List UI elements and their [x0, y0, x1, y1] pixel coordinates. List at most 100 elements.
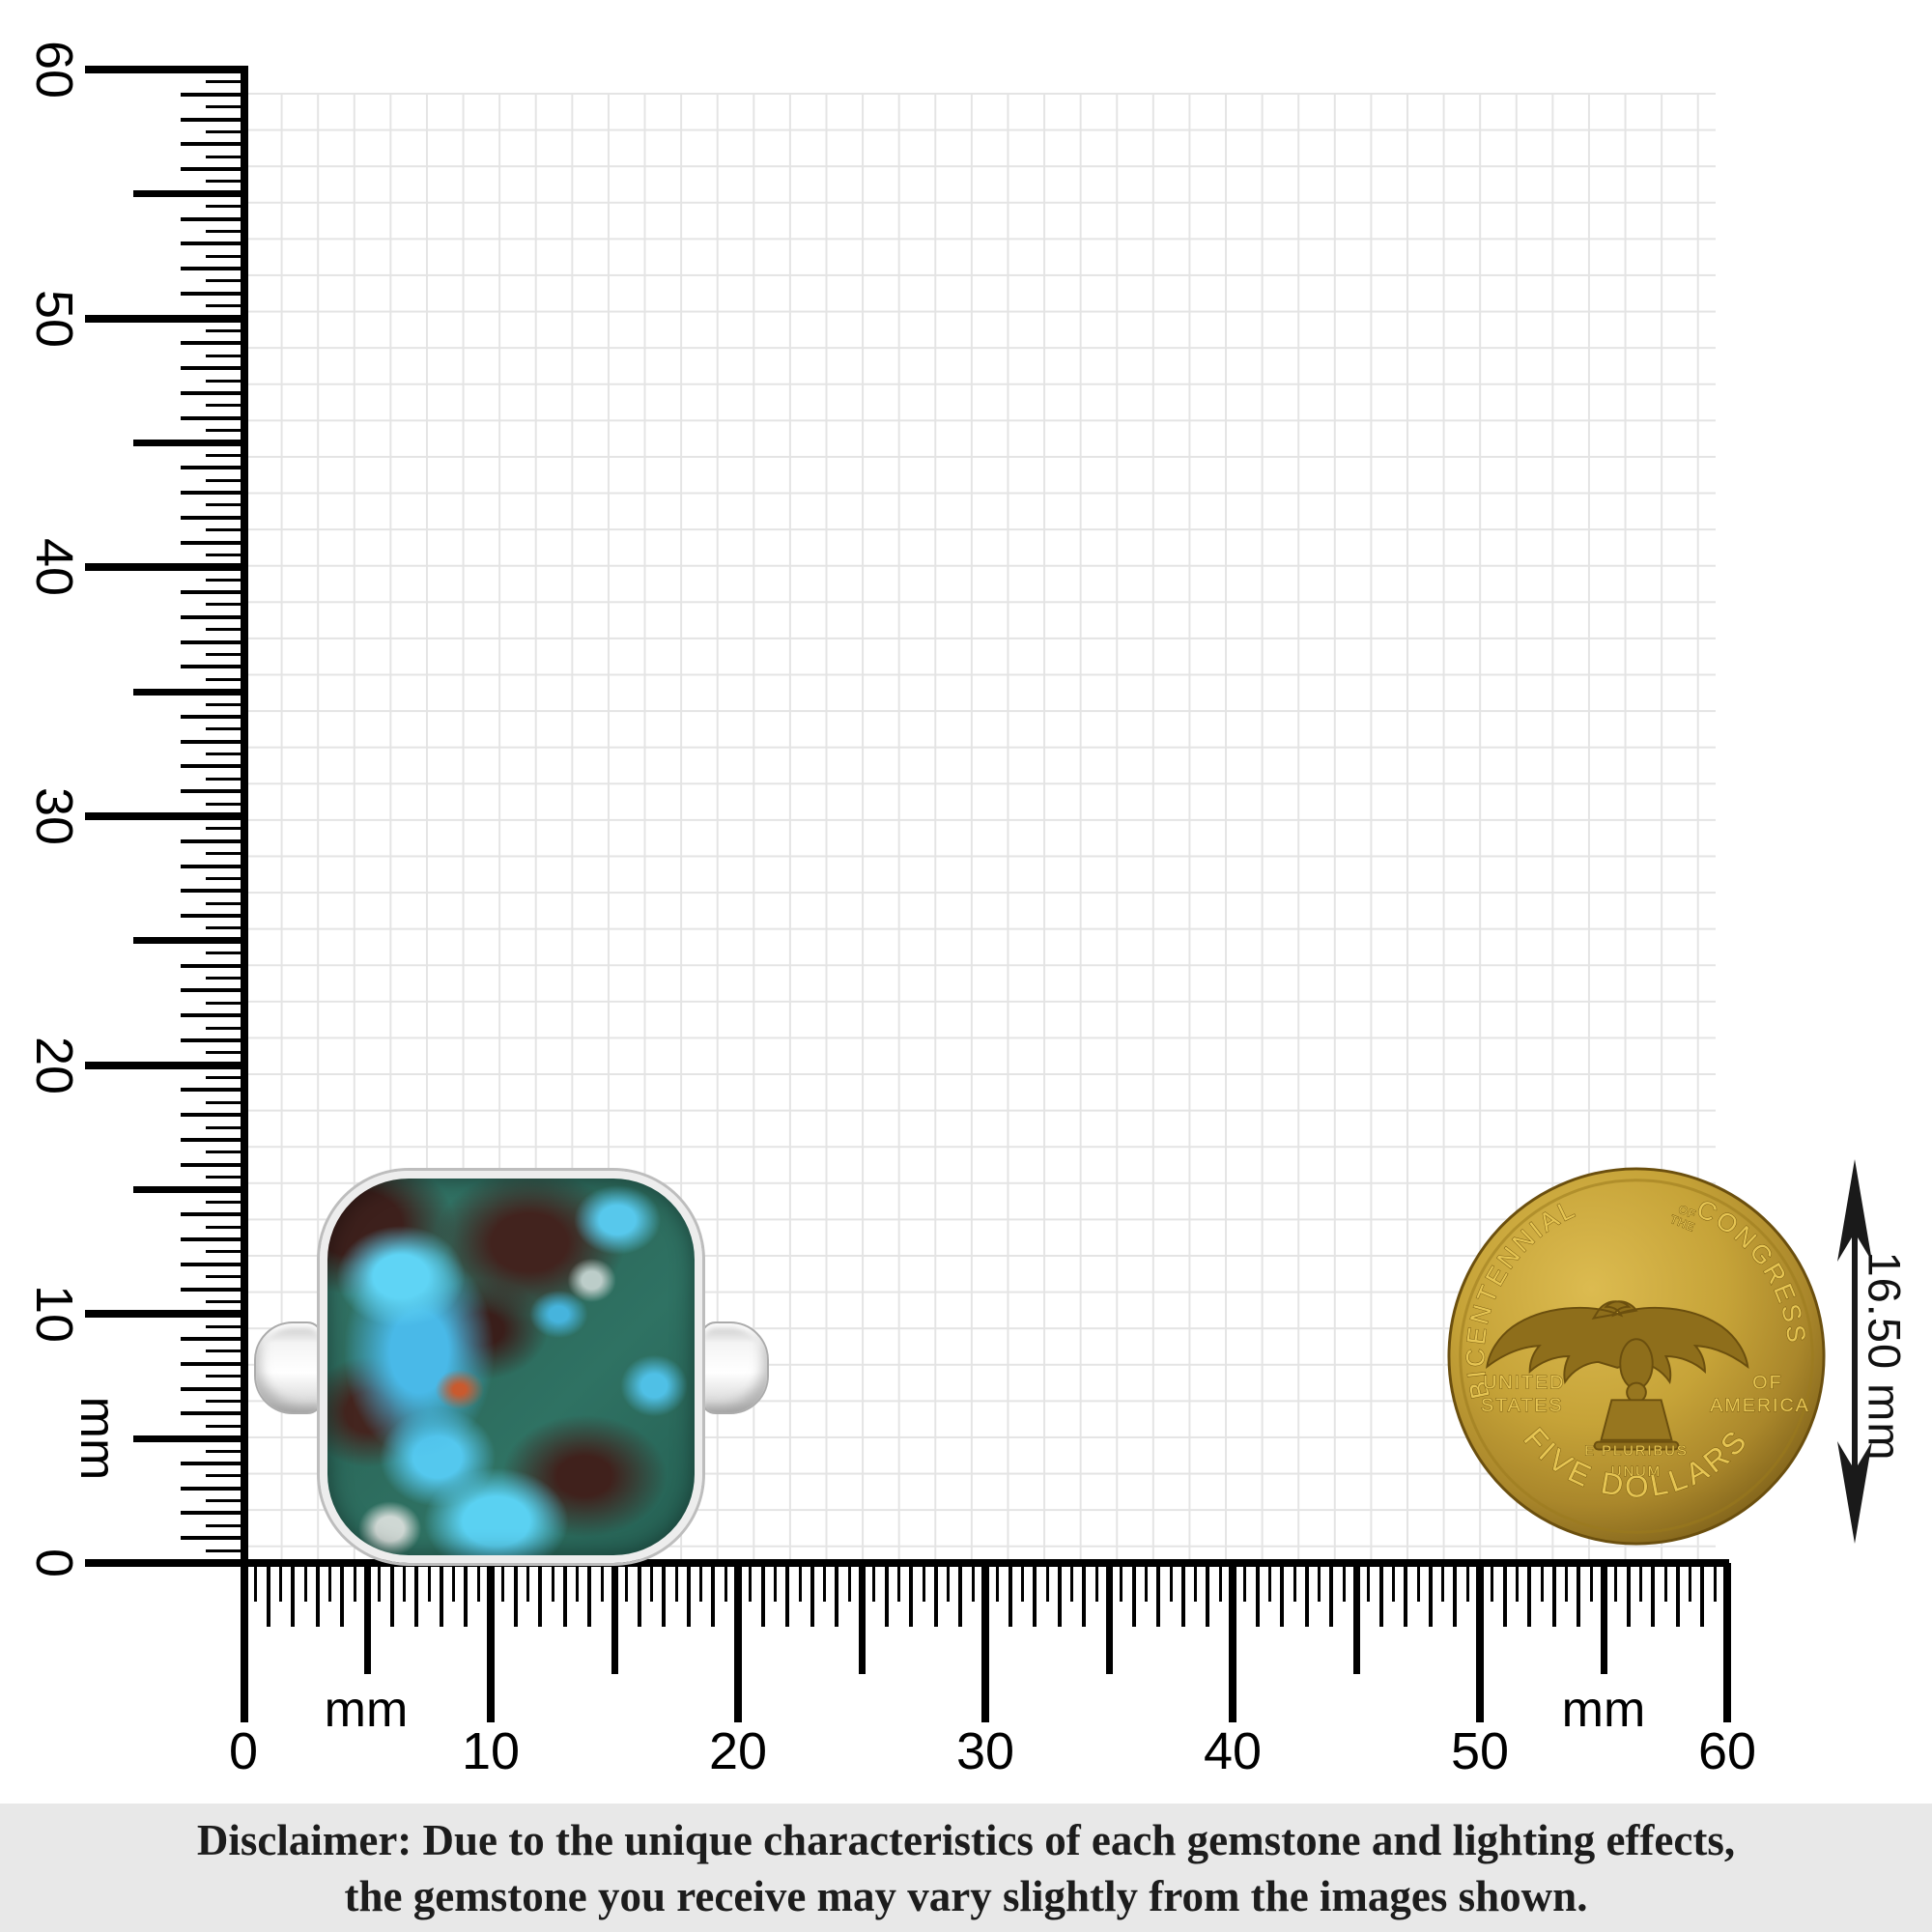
ruler-tick [1342, 1563, 1346, 1602]
ruler-tick [427, 1563, 431, 1602]
ruler-tick [402, 1563, 406, 1602]
ruler-label: 30 [955, 1722, 1015, 1780]
ruler-tick [452, 1563, 456, 1602]
ruler-tick [1600, 1563, 1607, 1674]
coin-motto-line1: E PLURIBUS [1584, 1443, 1689, 1459]
ruler-tick [464, 1563, 469, 1627]
ruler-tick [835, 1563, 839, 1627]
ruler-tick [389, 1563, 394, 1627]
ruler-tick [266, 1563, 270, 1627]
ruler-tick [206, 304, 244, 308]
ruler-tick [576, 1563, 580, 1602]
ruler-tick [181, 466, 244, 470]
ruler-tick [551, 1563, 554, 1602]
ruler-tick [206, 1499, 244, 1503]
ruler-tick [206, 429, 244, 433]
ruler-tick [760, 1563, 765, 1627]
ruler-tick [181, 614, 244, 619]
ruler-tick [181, 764, 244, 769]
ruler-tick [85, 65, 244, 73]
ruler-tick [958, 1563, 963, 1627]
disclaimer-bar: Disclaimer: Due to the unique characteri… [0, 1804, 1932, 1932]
coin-face: BICENTENNIAL CONGRESS OF THE UNITED STAT… [1447, 1167, 1826, 1546]
ruler-tick [181, 739, 244, 744]
ruler-tick [1638, 1563, 1642, 1602]
ruler-tick [206, 205, 244, 209]
coin-text-united: UNITED [1483, 1372, 1565, 1393]
ruler-tick [206, 254, 244, 258]
ruler-tick [206, 155, 244, 158]
ruler-tick [278, 1563, 282, 1602]
ruler-tick [649, 1563, 653, 1602]
ruler-tick [181, 1113, 244, 1118]
ruler-tick [1700, 1563, 1705, 1627]
ruler-label: 20 [25, 1036, 83, 1094]
ruler-tick [291, 1563, 296, 1627]
ruler-tick [181, 665, 244, 669]
ruler-tick [181, 117, 244, 122]
ruler-tick [181, 540, 244, 545]
ruler-tick [206, 926, 244, 930]
ruler-label: 30 [25, 786, 83, 846]
ruler-tick [1033, 1563, 1037, 1627]
ruler-tick [206, 753, 244, 756]
ruler-tick [181, 1088, 244, 1093]
ruler-tick [206, 1225, 244, 1229]
ruler-tick [353, 1563, 356, 1602]
ruler-tick [328, 1563, 332, 1602]
ruler-tick [133, 190, 244, 198]
ruler-tick [181, 714, 244, 719]
ruler-tick [181, 1237, 244, 1242]
ruler-tick [1391, 1563, 1395, 1602]
ruler-tick [1180, 1563, 1185, 1627]
ruler-tick [1675, 1563, 1680, 1627]
ruler-tick [1651, 1563, 1656, 1627]
ruler-tick [181, 1386, 244, 1391]
ruler-tick [206, 329, 244, 333]
ruler-tick [1008, 1563, 1012, 1627]
ruler-tick [181, 1013, 244, 1018]
ruler-tick [1255, 1563, 1260, 1627]
ruler-tick [133, 1185, 244, 1193]
ruler-tick [181, 1486, 244, 1491]
ruler-tick [181, 92, 244, 97]
ruler-tick [823, 1563, 827, 1602]
ruler-tick [1243, 1563, 1247, 1602]
ruler-tick [181, 889, 244, 894]
ruler-tick [1293, 1563, 1296, 1602]
ruler-tick [206, 1200, 244, 1204]
ruler-tick [1589, 1563, 1593, 1602]
ruler-tick [662, 1563, 667, 1627]
ruler-tick [206, 404, 244, 408]
ruler-tick [1453, 1563, 1458, 1627]
ruler-tick [85, 1061, 244, 1069]
ruler-tick [933, 1563, 938, 1627]
ruler-tick [1218, 1563, 1222, 1602]
ruler-label: 0 [228, 1722, 259, 1780]
ruler-tick [711, 1563, 716, 1627]
ruler-tick [749, 1563, 753, 1602]
gemstone-cabochon [320, 1171, 702, 1563]
ruler-tick [611, 1563, 618, 1674]
ruler-tick [1094, 1563, 1098, 1602]
ruler-tick [1229, 1563, 1236, 1722]
ruler-tick [181, 1411, 244, 1416]
ruler-tick [181, 515, 244, 520]
ruler-tick [85, 811, 244, 820]
ruler-tick [810, 1563, 814, 1627]
ruler-tick [303, 1563, 307, 1602]
ruler-tick [378, 1563, 382, 1602]
ruler-tick [1352, 1563, 1360, 1674]
ruler-tick [85, 1310, 244, 1319]
ruler-tick [181, 267, 244, 271]
measurement-arrow-icon [1837, 1159, 1872, 1544]
ruler-tick [206, 129, 244, 133]
ruler-tick [181, 1287, 244, 1292]
ruler-tick [181, 639, 244, 644]
ruler-tick [206, 553, 244, 556]
ruler-tick [1551, 1563, 1556, 1627]
coin-text-states: STATES [1481, 1395, 1563, 1416]
ruler-tick [181, 789, 244, 794]
ruler-tick [206, 229, 244, 233]
